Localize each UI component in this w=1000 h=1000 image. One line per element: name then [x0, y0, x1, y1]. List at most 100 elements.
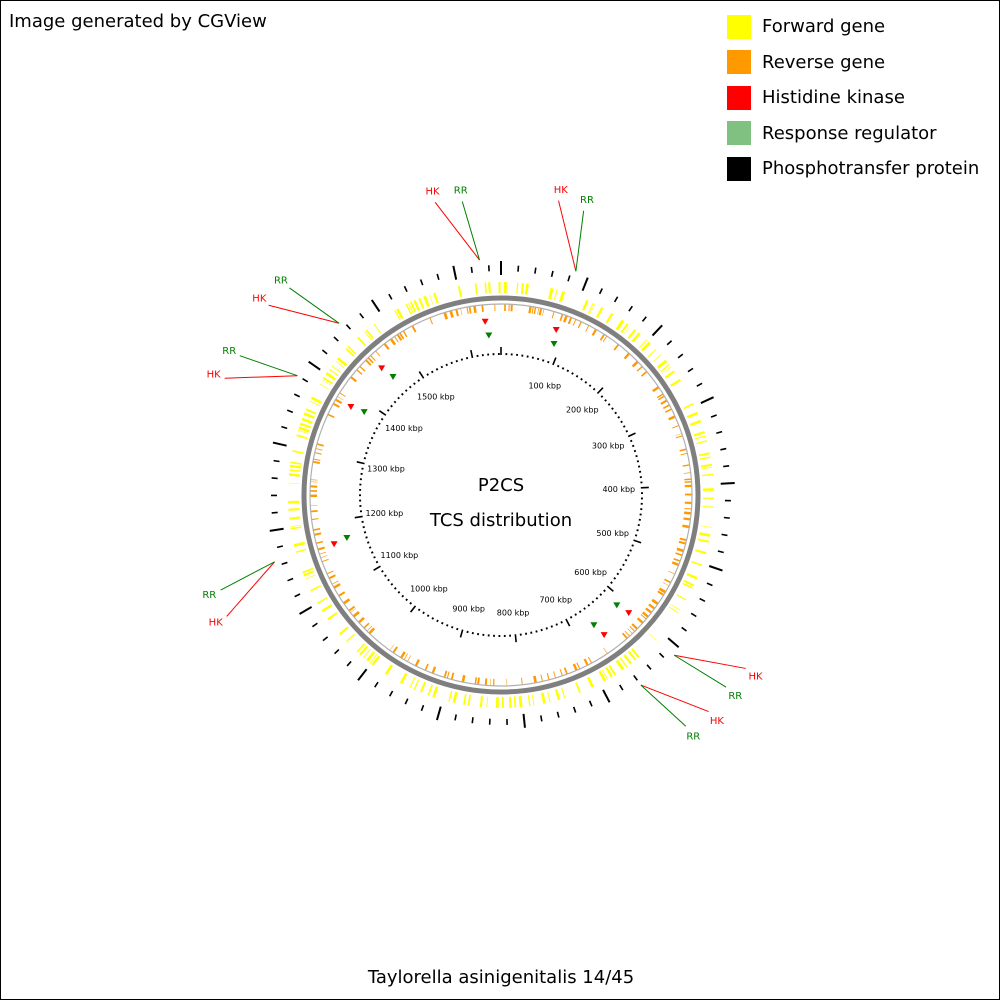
rr-callout-label: RR: [202, 590, 216, 601]
hk-callout-label: HK: [209, 617, 224, 628]
reverse-gene-bar: [684, 478, 692, 481]
scale-tick: [363, 457, 367, 460]
scale-tick: [635, 455, 638, 458]
forward-gene-bar: [589, 303, 596, 314]
scale-tick: [365, 536, 368, 539]
reverse-gene-bar: [311, 518, 319, 521]
reverse-gene-bar: [675, 433, 682, 436]
outer-tick: [281, 561, 288, 566]
reverse-gene-bar: [683, 517, 691, 521]
scale-tick: [397, 396, 400, 400]
scale-tick: [619, 568, 623, 571]
reverse-gene-bar: [623, 352, 631, 360]
forward-gene-bar: [336, 357, 348, 367]
forward-gene-bar: [702, 506, 714, 508]
forward-gene-bar: [339, 626, 349, 636]
outer-tick: [359, 312, 365, 319]
reverse-gene-bar: [676, 547, 685, 553]
scale-tick: [418, 371, 425, 379]
reverse-gene-bar: [585, 325, 590, 332]
forward-gene-bar: [432, 686, 439, 698]
forward-gene-bar: [627, 329, 637, 339]
reverse-gene-bar: [559, 313, 564, 322]
reverse-gene-bar: [672, 425, 680, 429]
reverse-gene-bar: [402, 330, 408, 338]
forward-gene-bar: [548, 287, 554, 300]
forward-gene-bar: [615, 319, 625, 331]
forward-gene-bar: [648, 632, 657, 641]
reverse-gene-bar: [484, 678, 488, 686]
scale-tick: [614, 411, 618, 415]
scale-tick: [604, 399, 607, 402]
reverse-gene-bar: [504, 304, 506, 312]
forward-gene-bar: [683, 402, 694, 410]
scale-tick: [417, 379, 421, 382]
scale-tick: [387, 578, 390, 582]
forward-gene-bar: [394, 310, 401, 321]
forward-gene-bar: [448, 690, 453, 702]
map-subtitle: TCS distribution: [429, 510, 572, 531]
scale-tick: [460, 358, 464, 361]
reverse-gene-bar: [411, 325, 417, 333]
forward-gene-bar: [561, 687, 566, 699]
scale-tick: [613, 577, 617, 580]
scale-tick: [616, 572, 620, 576]
reverse-gene-bar: [450, 672, 455, 680]
reverse-gene-bar: [312, 460, 320, 464]
scale-tick: [393, 400, 397, 404]
outer-tick: [308, 360, 321, 371]
reverse-gene-bar: [468, 306, 472, 314]
scale-tick: [610, 581, 613, 584]
reverse-gene-bar: [356, 369, 363, 375]
reverse-gene-bar: [357, 616, 365, 624]
scale-tick: [631, 444, 635, 448]
outer-tick-ring: [269, 261, 735, 728]
outer-tick: [269, 527, 284, 532]
forward-gene-bar: [662, 366, 672, 374]
forward-gene-bar: [327, 612, 338, 621]
rr-callout-label: RR: [274, 276, 288, 287]
outer-tick: [598, 288, 603, 295]
forward-gene-bar: [605, 312, 614, 324]
reverse-gene-bar: [631, 623, 638, 630]
reverse-gene-bar: [680, 452, 688, 456]
reverse-gene-bar: [641, 611, 649, 618]
scale-tick: [393, 587, 397, 590]
reverse-gene-bar: [679, 537, 687, 542]
scale-tick: [540, 628, 543, 632]
outer-tick: [567, 275, 571, 282]
reverse-gene-bar: [455, 309, 459, 317]
scale-tick: [409, 601, 413, 605]
reverse-gene-bar: [370, 355, 376, 361]
outer-tick: [286, 409, 294, 414]
rr-marker: [590, 622, 598, 629]
forward-gene-bar: [527, 695, 531, 707]
rr-marker: [360, 409, 368, 416]
reverse-gene-bar: [540, 674, 543, 682]
forward-gene-bar: [693, 431, 705, 437]
forward-gene-bar: [601, 669, 609, 680]
reverse-gene-bar: [310, 494, 318, 498]
reverse-gene-bar: [389, 338, 396, 346]
forward-gene-bar: [310, 396, 322, 404]
scale-tick: [566, 369, 570, 373]
scale-tick: [368, 441, 372, 445]
forward-gene-bar: [699, 532, 711, 537]
reverse-gene-bar: [338, 591, 346, 597]
forward-gene-bar: [371, 655, 381, 666]
forward-gene-bar: [652, 354, 662, 363]
outer-tick: [641, 316, 647, 322]
scale-tick: [633, 539, 642, 544]
hk-callout-line: [226, 561, 276, 617]
hk-callout-line: [640, 684, 709, 713]
forward-gene-bar: [700, 463, 713, 468]
forward-gene-bar: [288, 482, 300, 484]
forward-gene-bar: [419, 681, 426, 693]
scale-tick: [560, 621, 563, 624]
legend-label-hk: Histidine kinase: [762, 87, 905, 109]
hk-marker: [552, 326, 560, 333]
forward-gene-bar: [290, 526, 302, 530]
reverse-gene-bar: [333, 583, 341, 589]
forward-gene-bar: [676, 594, 687, 601]
scale-tick: [409, 605, 417, 613]
